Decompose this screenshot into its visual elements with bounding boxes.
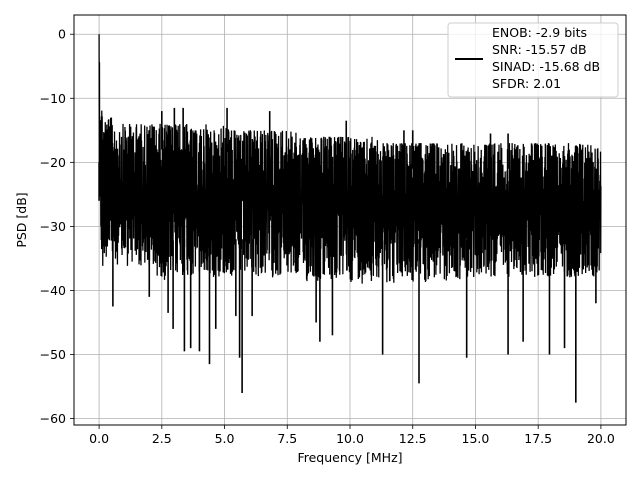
x-tick-label: 0.0 [89, 431, 109, 446]
x-tick-label: 20.0 [587, 431, 615, 446]
x-tick-label: 12.5 [399, 431, 427, 446]
y-tick-label: −60 [40, 411, 66, 426]
legend-box [447, 22, 619, 98]
y-tick-label: −40 [40, 283, 66, 298]
x-tick-label: 10.0 [336, 431, 364, 446]
legend-entry-sinad: SINAD: -15.68 dB [492, 59, 600, 74]
x-tick-label: 15.0 [462, 431, 490, 446]
y-axis-title: PSD [dB] [14, 192, 29, 247]
y-tick-label: −20 [40, 155, 66, 170]
x-axis-title: Frequency [MHz] [297, 450, 402, 465]
x-tick-label: 17.5 [524, 431, 552, 446]
legend-entry-enob: ENOB: -2.9 bits [492, 25, 587, 40]
y-tick-label: −50 [40, 347, 66, 362]
psd-trace [98, 34, 602, 284]
y-tick-label: 0 [58, 27, 66, 42]
legend-entry-sfdr: SFDR: 2.01 [492, 76, 561, 91]
x-tick-label: 2.5 [152, 431, 172, 446]
y-tick-label: −10 [40, 91, 66, 106]
series-layer [98, 34, 602, 403]
legend: ENOB: -2.9 bits SNR: -15.57 dB SINAD: -1… [447, 22, 619, 98]
x-tick-label: 5.0 [215, 431, 235, 446]
x-tick-label: 7.5 [277, 431, 297, 446]
ticks: 0.0 2.5 5.0 7.5 10.0 12.5 15.0 17.5 20.0 0 −10 −20 −… [40, 27, 615, 446]
legend-entry-snr: SNR: -15.57 dB [492, 42, 587, 57]
y-tick-label: −30 [40, 219, 66, 234]
